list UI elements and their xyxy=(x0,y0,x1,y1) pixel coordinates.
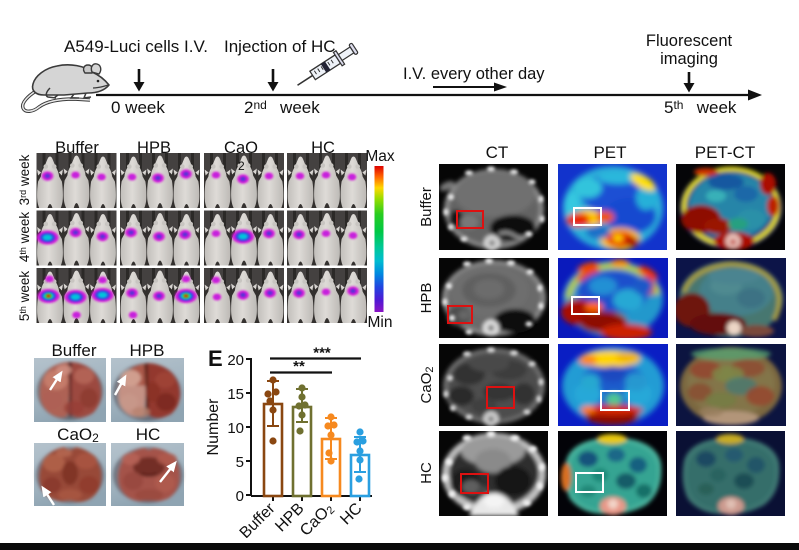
svg-text:CT: CT xyxy=(486,143,509,162)
svg-text:5th week: 5th week xyxy=(664,98,737,117)
svg-text:CaO2: CaO2 xyxy=(420,367,436,404)
svg-text:HPB: HPB xyxy=(420,283,435,314)
svg-text:Max: Max xyxy=(365,148,395,165)
svg-text:Buffer: Buffer xyxy=(51,341,96,360)
svg-text:0: 0 xyxy=(236,488,244,505)
svg-text:5th week: 5th week xyxy=(17,271,32,322)
svg-text:HPB: HPB xyxy=(137,139,171,157)
svg-text:Fluorescent: Fluorescent xyxy=(646,32,733,50)
svg-text:CaO2: CaO2 xyxy=(57,425,99,445)
svg-text:3rd week: 3rd week xyxy=(17,154,32,205)
svg-text:HC: HC xyxy=(311,139,335,157)
svg-text:HC: HC xyxy=(337,500,365,528)
svg-text:E: E xyxy=(208,346,223,371)
svg-text:Buffer: Buffer xyxy=(55,139,99,157)
svg-text:Number: Number xyxy=(205,398,222,456)
svg-text:0 week: 0 week xyxy=(111,98,165,117)
svg-text:imaging: imaging xyxy=(660,50,718,68)
svg-text:PET: PET xyxy=(593,143,626,162)
svg-text:***: *** xyxy=(313,345,331,362)
svg-text:Min: Min xyxy=(368,314,393,331)
svg-text:Buffer: Buffer xyxy=(420,187,435,227)
svg-text:4th week: 4th week xyxy=(17,212,32,263)
svg-text:Injection of HC: Injection of HC xyxy=(224,37,336,56)
svg-text:2: 2 xyxy=(238,159,245,173)
svg-text:5: 5 xyxy=(236,454,244,471)
svg-text:CaO: CaO xyxy=(224,139,258,157)
svg-text:2nd week: 2nd week xyxy=(244,98,320,117)
svg-text:Buffer: Buffer xyxy=(237,500,279,538)
svg-text:HPB: HPB xyxy=(130,341,165,360)
svg-text:20: 20 xyxy=(227,352,244,369)
svg-text:HC: HC xyxy=(136,425,161,444)
svg-text:CaO2: CaO2 xyxy=(297,500,337,538)
svg-text:I.V. every other day: I.V. every other day xyxy=(403,65,545,83)
svg-text:15: 15 xyxy=(227,386,244,403)
svg-text:PET-CT: PET-CT xyxy=(695,143,755,162)
svg-text:A549-Luci cells I.V.: A549-Luci cells I.V. xyxy=(64,37,208,56)
svg-text:**: ** xyxy=(293,358,305,375)
svg-text:10: 10 xyxy=(227,420,244,437)
svg-text:HC: HC xyxy=(420,462,435,484)
